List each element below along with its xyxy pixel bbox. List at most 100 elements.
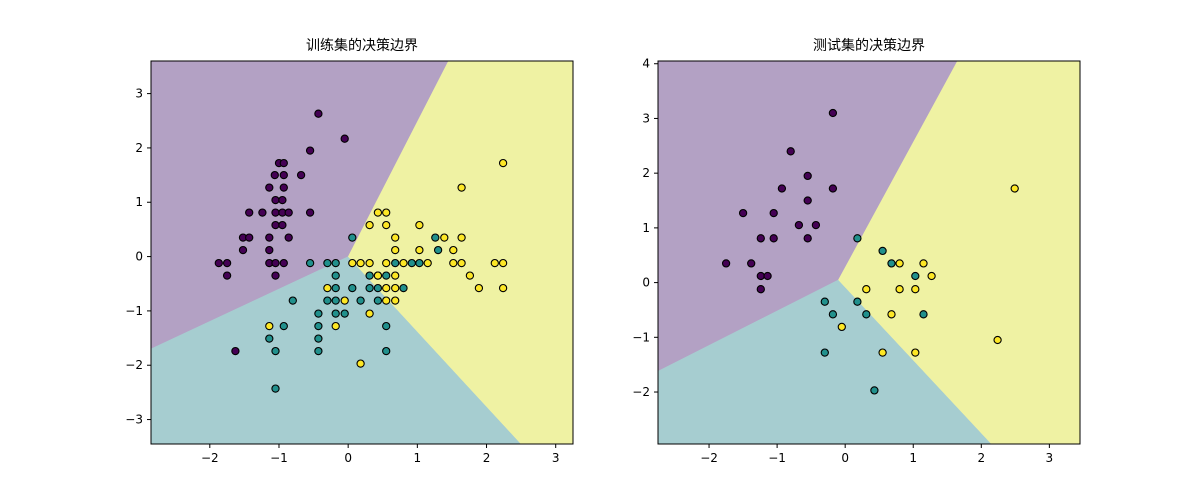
point-class-0 [305,146,315,155]
point-class-0 [721,259,731,268]
point-class-1 [331,258,340,268]
point-class-2 [415,220,424,230]
x-tick-label: 3 [1046,451,1054,465]
point-class-0 [265,245,274,255]
x-tick-label: 2 [483,451,491,465]
point-class-2 [498,158,508,168]
scatter-points [214,109,508,393]
point-class-1 [919,310,928,319]
point-class-2 [919,259,928,268]
point-class-0 [769,208,778,218]
point-class-1 [323,258,332,268]
point-class-1 [373,296,383,305]
point-class-0 [284,233,293,242]
point-class-2 [862,285,871,294]
point-class-1 [433,245,443,255]
point-class-2 [927,271,936,281]
point-class-1 [415,258,424,268]
point-class-0 [811,220,821,230]
y-tick-label: −1 [632,330,650,344]
point-class-1 [820,348,829,357]
point-class-1 [828,310,838,319]
y-tick-label: 2 [642,166,650,180]
point-class-2 [498,258,508,268]
point-class-0 [258,208,267,217]
point-class-2 [382,283,391,293]
point-class-2 [348,258,357,268]
y-tick-label: 0 [135,250,143,264]
x-tick-label: 3 [552,451,560,465]
point-class-2 [993,335,1002,345]
point-class-2 [911,348,920,357]
point-class-2 [837,322,846,332]
point-class-1 [331,309,340,318]
point-class-1 [314,309,323,318]
point-class-0 [222,258,232,268]
point-class-0 [279,183,288,192]
point-class-0 [803,171,812,181]
chart-title: 训练集的决策边界 [306,37,418,54]
y-tick-label: 3 [642,111,650,125]
point-class-0 [278,195,287,205]
point-class-0 [305,208,315,217]
point-class-2 [382,208,391,217]
point-class-0 [803,196,812,205]
point-class-0 [222,271,232,280]
axes-frame [150,60,574,445]
x-tick-label: −1 [270,451,288,465]
point-class-2 [423,258,432,268]
point-class-1 [853,297,862,306]
point-class-1 [314,334,323,343]
point-class-1 [407,258,416,268]
point-class-0 [340,134,349,143]
decision-regions [658,61,1080,444]
point-class-0 [777,184,787,193]
point-class-2 [895,259,904,268]
point-class-0 [756,234,765,243]
scatter-points [721,108,1019,395]
point-class-1 [382,321,391,331]
point-class-0 [296,170,306,180]
decision-regions [151,61,573,444]
point-class-0 [278,220,287,230]
point-class-0 [738,208,748,218]
point-class-1 [862,310,871,319]
point-class-1 [365,283,374,293]
point-class-1 [878,246,887,256]
point-class-2 [449,245,458,255]
point-class-1 [288,296,297,305]
point-class-1 [391,258,400,268]
point-class-1 [331,271,340,280]
point-class-2 [331,321,340,331]
point-class-0 [271,195,280,205]
point-class-0 [231,346,240,356]
point-class-0 [756,285,765,294]
y-tick-label: 1 [642,221,650,235]
point-class-1 [340,309,349,318]
point-class-2 [365,220,374,230]
point-class-2 [373,208,383,217]
point-class-0 [265,183,274,192]
chart-title: 测试集的决策边界 [813,37,925,54]
region-class-2 [347,61,573,444]
point-class-1 [853,234,862,243]
point-class-0 [747,259,756,268]
point-class-0 [763,271,772,281]
point-class-2 [415,245,424,255]
point-class-0 [270,170,279,180]
point-class-2 [356,258,365,268]
y-tick-label: 0 [642,276,650,290]
point-class-0 [828,184,838,193]
point-class-2 [382,296,391,305]
point-class-0 [284,208,293,217]
point-class-2 [373,271,383,280]
point-class-2 [457,233,466,242]
point-class-1 [331,283,340,293]
point-class-0 [271,258,280,268]
point-class-2 [490,258,499,268]
region-class-2 [838,61,1080,444]
x-tick-label: 0 [344,451,352,465]
point-class-2 [382,220,391,230]
point-class-2 [391,296,400,305]
